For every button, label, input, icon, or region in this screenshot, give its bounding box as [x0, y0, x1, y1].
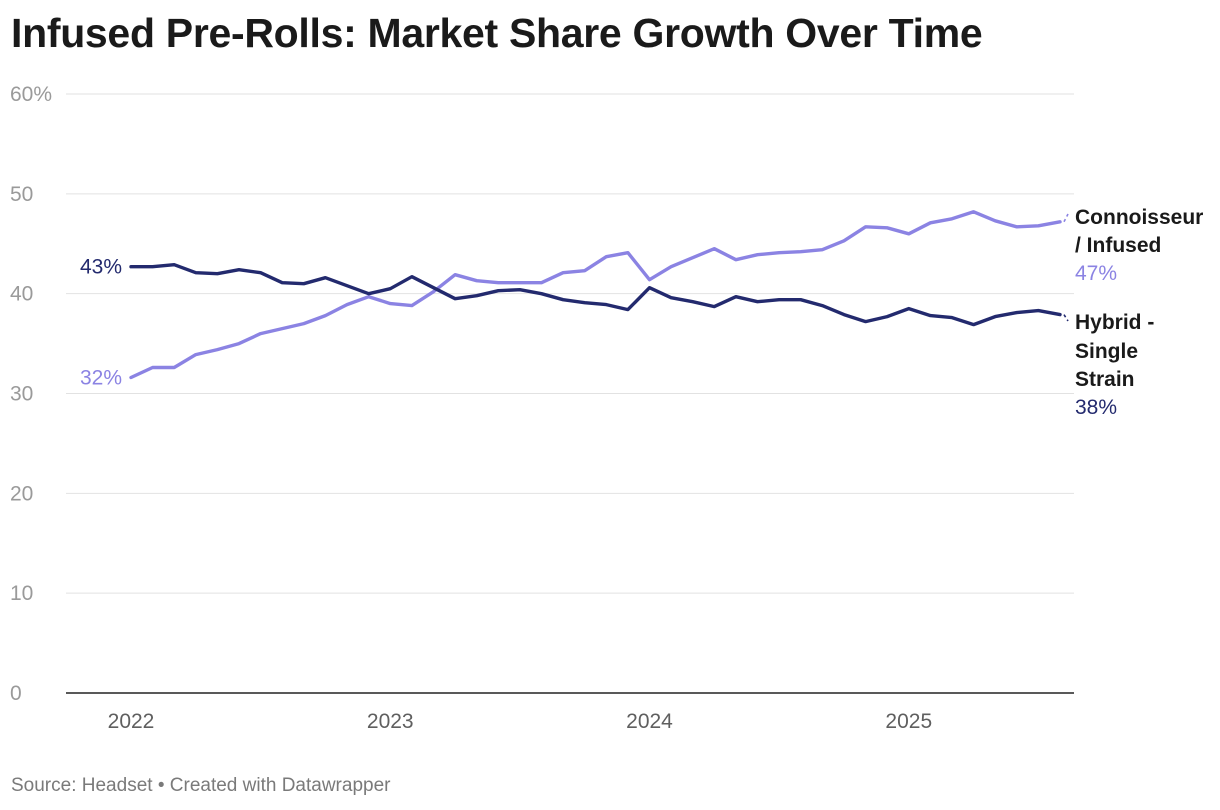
series-line-connoisseur — [129, 210, 1062, 380]
series-name-hybrid: Single — [1075, 340, 1138, 363]
x-tick-label: 2025 — [885, 710, 932, 733]
footer-separator: • — [152, 775, 170, 796]
y-tick-label: 60% — [10, 83, 52, 106]
y-tick-label: 30 — [10, 383, 33, 406]
x-axis-ticks: 2022 2023 2024 2025 — [108, 710, 932, 733]
y-axis-ticks: 0 10 20 30 40 50 60% — [10, 83, 52, 705]
x-tick-label: 2024 — [626, 710, 673, 733]
series-labels: 32% Connoisseur / Infused 47% 43% Hybrid - Sin… — [80, 206, 1203, 419]
series-line-hybrid — [129, 263, 1062, 327]
series-lines — [129, 210, 1069, 380]
y-tick-label: 10 — [10, 582, 33, 605]
series-name-connoisseur: Connoisseur — [1075, 206, 1203, 229]
y-tick-label: 0 — [10, 682, 22, 705]
x-tick-label: 2023 — [367, 710, 414, 733]
source-link[interactable]: Headset — [81, 775, 153, 796]
leader-line-hybrid — [1063, 314, 1069, 322]
start-label-connoisseur: 32% — [80, 367, 122, 390]
leader-line-connoisseur — [1063, 213, 1069, 223]
y-tick-label: 20 — [10, 482, 33, 505]
chart-title: Infused Pre-Rolls: Market Share Growth O… — [11, 10, 983, 56]
series-name-connoisseur: / Infused — [1075, 234, 1161, 257]
series-name-hybrid: Hybrid - — [1075, 311, 1154, 334]
start-label-hybrid: 43% — [80, 256, 122, 279]
y-tick-label: 50 — [10, 183, 33, 206]
x-tick-label: 2022 — [108, 710, 155, 733]
series-name-hybrid: Strain — [1075, 368, 1135, 391]
chart-footer: Source: Headset • Created with Datawrapp… — [11, 775, 390, 797]
gridlines — [66, 93, 1074, 694]
end-value-connoisseur: 47% — [1075, 262, 1117, 285]
source-prefix: Source: — [11, 775, 82, 796]
credit-link[interactable]: Created with Datawrapper — [169, 775, 391, 796]
y-tick-label: 40 — [10, 283, 33, 306]
end-value-hybrid: 38% — [1075, 396, 1117, 419]
